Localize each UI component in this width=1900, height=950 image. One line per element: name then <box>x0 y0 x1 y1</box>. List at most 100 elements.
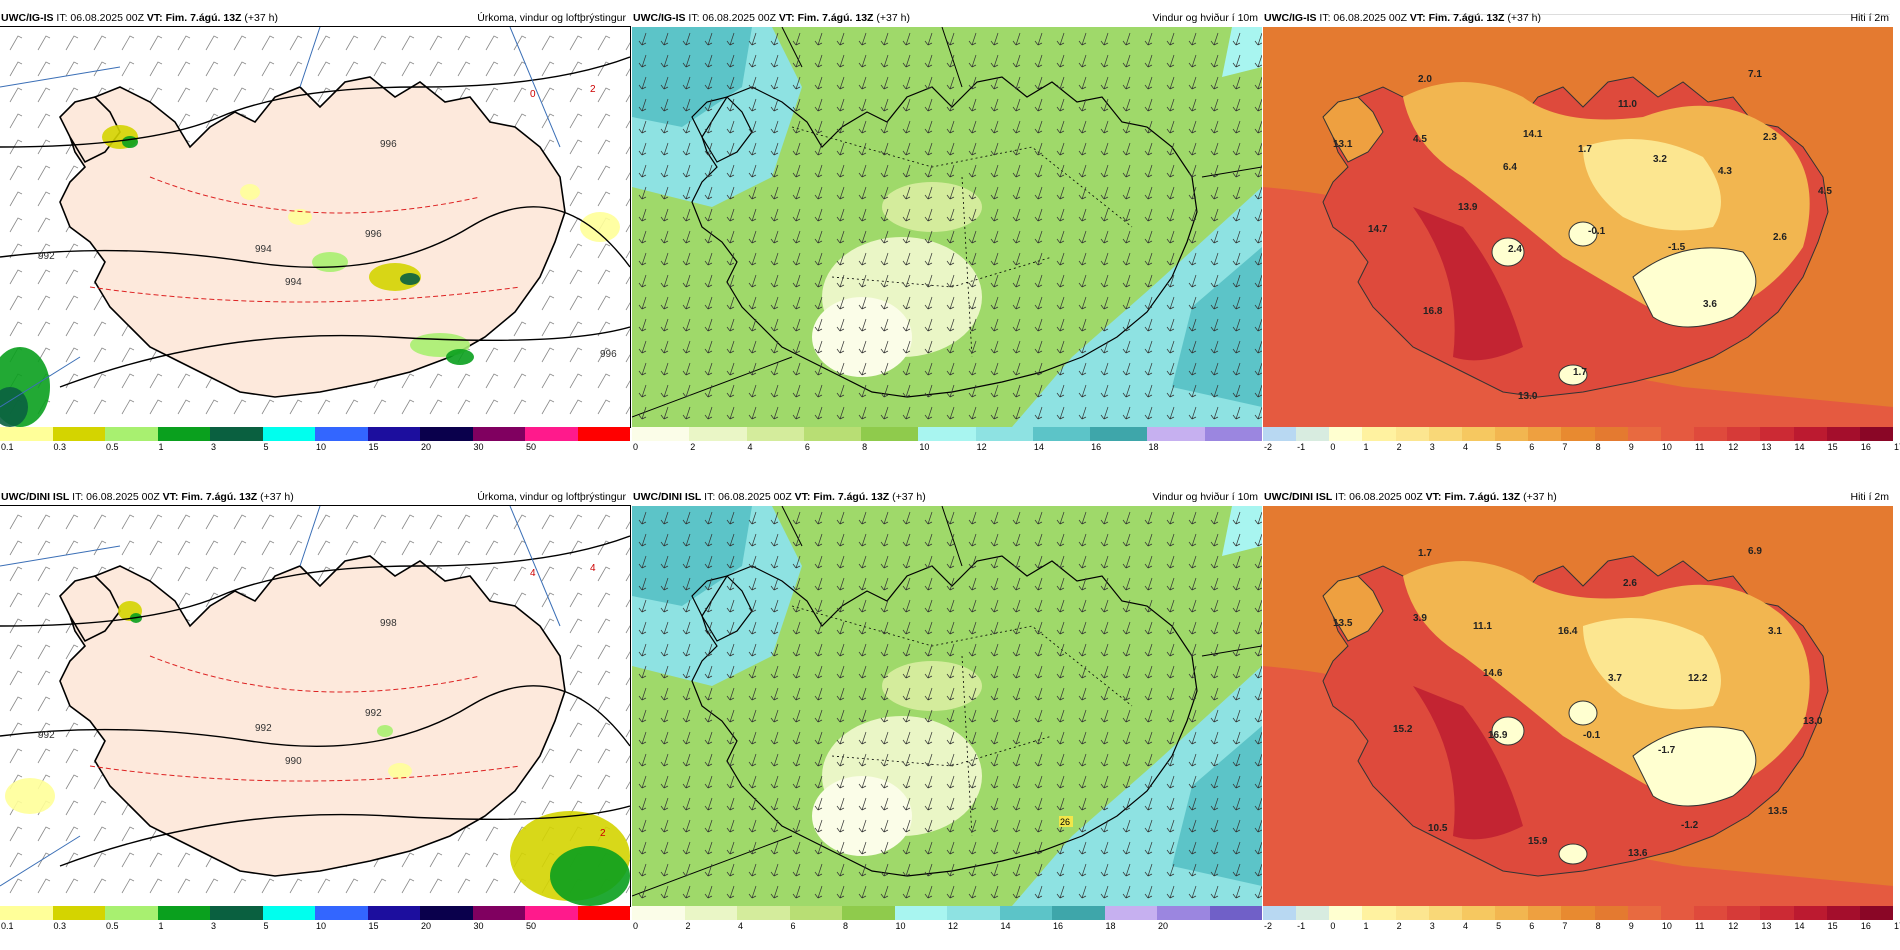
temperature-label: 11.0 <box>1618 99 1637 110</box>
colorbar-swatch <box>1760 906 1794 920</box>
colorbar-tick-label: 5 <box>263 442 269 452</box>
colorbar-swatch <box>1826 906 1860 920</box>
colorbar-swatch <box>861 427 919 441</box>
colorbar-tick-label: 50 <box>526 442 537 452</box>
temperature-label: 1.7 <box>1578 144 1592 155</box>
colorbar-tick-label: 15 <box>368 442 379 452</box>
colorbar-swatch <box>105 906 158 920</box>
colorbar-tick-label: 4 <box>1462 921 1468 931</box>
colorbar-swatch <box>1395 427 1429 441</box>
colorbar-swatch <box>1760 427 1794 441</box>
colorbar-swatch <box>842 906 895 920</box>
contour-label: 994 <box>285 277 302 288</box>
colorbar-swatch <box>1157 906 1210 920</box>
colorbar-tick-label: 3 <box>211 921 217 931</box>
run-info: UWC/DINI ISL IT: 06.08.2025 00Z VT: Fim.… <box>1264 489 1557 505</box>
temperature-label: 16.8 <box>1423 306 1443 317</box>
map-canvas: 2.0 7.1 11.0 13.1 4.5 14.1 1.7 3.2 2.3 6.4 4.3 4.5 1… <box>1263 27 1893 427</box>
temperature-label: -1.7 <box>1658 745 1676 756</box>
map-area[interactable] <box>632 27 1262 427</box>
colorbar-swatch <box>1561 906 1595 920</box>
temperature-label: 2.6 <box>1773 232 1787 243</box>
colorbar-tick-label: 11 <box>1695 442 1705 452</box>
temperature-label: 2.0 <box>1418 74 1432 85</box>
colorbar-swatch <box>262 427 315 441</box>
temperature-label: -1.5 <box>1668 242 1686 253</box>
colorbar-swatch <box>1694 427 1728 441</box>
colorbar-tick-label: 4 <box>747 442 753 452</box>
colorbar-tick-label: 7 <box>1562 442 1568 452</box>
colorbar-swatch <box>472 427 525 441</box>
colorbar-tick-label: 50 <box>526 921 537 931</box>
colorbar-swatch <box>262 906 315 920</box>
colorbar-tick-label: -1 <box>1297 442 1306 452</box>
lead-time: (+37 h) <box>1523 491 1557 503</box>
contour-label: 2 <box>590 84 596 95</box>
colorbar-swatch <box>577 427 630 441</box>
colorbar-ticks: 0.1 0.3 0.5 1 3 5 10 15 20 30 50 <box>0 442 630 454</box>
colorbar-swatch <box>1428 906 1462 920</box>
init-time: IT: 06.08.2025 00Z <box>1319 12 1407 24</box>
colorbar-tick-label: 17 <box>1894 442 1900 452</box>
colorbar-swatch <box>1694 906 1728 920</box>
map-area[interactable]: 1.7 6.9 2.6 13.5 3.9 11.1 16.4 3.1 14.6 3.7 12.2 13… <box>1263 506 1893 906</box>
panel-title: Hiti í 2m <box>1850 491 1889 503</box>
colorbar-tick-label: 15 <box>1827 921 1838 931</box>
colorbar-tick-label: 6 <box>804 442 810 452</box>
colorbar-tick-label: 0 <box>633 442 639 452</box>
temperature-label: 13.9 <box>1458 202 1478 213</box>
colorbar-swatch <box>1090 427 1148 441</box>
panel-temp-igis: UWC/IG-IS IT: 06.08.2025 00Z VT: Fim. 7.… <box>1263 10 1900 458</box>
colorbar-tick-label: 1 <box>1363 442 1369 452</box>
colorbar-swatch <box>1793 906 1827 920</box>
colorbar-tick-label: 12 <box>976 442 987 452</box>
colorbar-swatch <box>210 906 263 920</box>
colorbar-tick-label: 0.3 <box>53 921 67 931</box>
map-area[interactable]: 26 <box>632 506 1262 906</box>
colorbar-tick-label: 5 <box>1496 442 1502 452</box>
temperature-label: 3.7 <box>1608 673 1622 684</box>
colorbar-tick-label: 0.3 <box>53 442 67 452</box>
model-name: UWC/IG-IS <box>1 12 54 24</box>
temperature-label: 1.7 <box>1418 548 1432 559</box>
colorbar-swatch <box>1495 906 1529 920</box>
panel-temp-dini: UWC/DINI ISL IT: 06.08.2025 00Z VT: Fim.… <box>1263 489 1900 937</box>
colorbar-swatch <box>1263 427 1297 441</box>
colorbar-swatch <box>1428 427 1462 441</box>
map-canvas: 1.7 6.9 2.6 13.5 3.9 11.1 16.4 3.1 14.6 3.7 12.2 13… <box>1263 506 1893 906</box>
valid-time: VT: Fim. 7.ágú. 13Z <box>794 491 890 503</box>
colorbar-swatch <box>1660 427 1695 441</box>
colorbar-swatch <box>525 427 578 441</box>
temperature-label: 13.0 <box>1518 391 1538 402</box>
colorbar-tick-label: 10 <box>316 921 327 931</box>
colorbar-swatch <box>315 427 368 441</box>
colorbar-swatch <box>1528 906 1562 920</box>
colorbar-tick-label: 6 <box>790 921 796 931</box>
colorbar-ticks: 0.1 0.3 0.5 1 3 5 10 15 20 30 50 <box>0 921 630 933</box>
colorbar-tick-label: 16 <box>1053 921 1064 931</box>
gust-label: 26 <box>1060 817 1070 827</box>
contour-label: 2 <box>600 828 606 839</box>
model-name: UWC/DINI ISL <box>1 491 70 503</box>
map-area[interactable]: 992 994 996 994 996 996 0 2 <box>0 26 631 428</box>
temperature-label: 6.4 <box>1503 162 1517 173</box>
colorbar-swatch <box>632 906 685 920</box>
map-area[interactable]: 2.0 7.1 11.0 13.1 4.5 14.1 1.7 3.2 2.3 6.4 4.3 4.5 1… <box>1263 27 1893 427</box>
colorbar-swatch <box>1362 427 1396 441</box>
temperature-label: 4.5 <box>1413 134 1427 145</box>
contour-label: 992 <box>38 251 55 262</box>
colorbar-tick-label: 16 <box>1860 921 1871 931</box>
colorbar-tick-label: 14 <box>1794 442 1805 452</box>
model-name: UWC/DINI ISL <box>633 491 702 503</box>
colorbar-swatch <box>0 427 53 441</box>
map-canvas: 26 <box>632 506 1262 906</box>
colorbar-tick-label: 10 <box>895 921 906 931</box>
colorbar-tick-label: 10 <box>919 442 930 452</box>
panel-header: UWC/DINI ISL IT: 06.08.2025 00Z VT: Fim.… <box>0 489 630 505</box>
temperature-label: 6.9 <box>1748 546 1762 557</box>
colorbar-tick-label: 8 <box>1595 921 1601 931</box>
colorbar-swatch <box>0 906 53 920</box>
colorbar <box>0 427 630 441</box>
map-area[interactable]: 992 992 992 990 998 2 4 4 <box>0 505 631 907</box>
colorbar-swatch <box>472 906 525 920</box>
